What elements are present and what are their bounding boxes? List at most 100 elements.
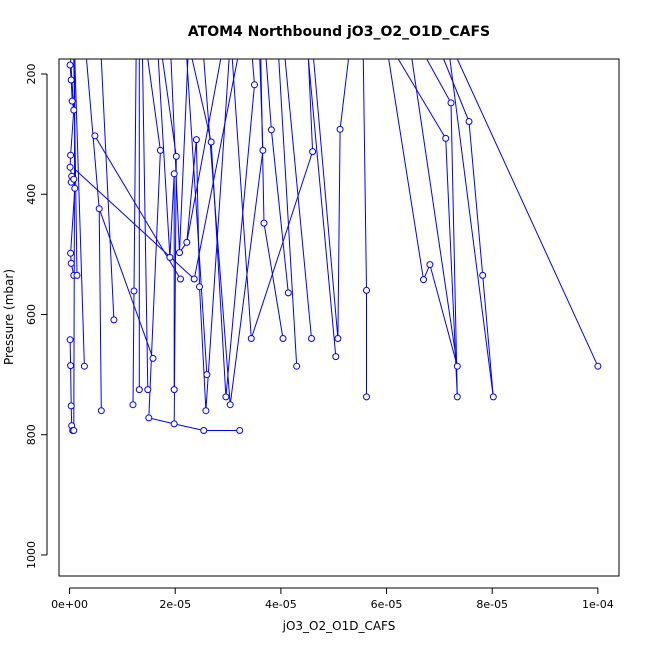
series-line bbox=[98, 208, 154, 359]
series-line bbox=[307, 59, 314, 152]
data-point bbox=[95, 205, 103, 213]
data-point bbox=[479, 271, 487, 279]
data-point bbox=[170, 420, 178, 428]
data-point bbox=[226, 401, 234, 409]
data-point bbox=[66, 163, 74, 171]
data-point bbox=[170, 170, 178, 178]
series-line bbox=[388, 59, 458, 367]
data-point bbox=[149, 354, 157, 362]
y-axis: 200 400 600 800 1000 bbox=[25, 64, 48, 569]
data-point bbox=[420, 276, 427, 284]
series-line bbox=[411, 59, 458, 367]
data-point bbox=[70, 427, 78, 434]
series-line bbox=[186, 59, 208, 375]
data-point bbox=[70, 175, 78, 183]
data-point bbox=[80, 362, 88, 370]
x-axis: 0e+00 2e-05 4e-05 6e-05 8e-05 1e-04 bbox=[51, 587, 614, 611]
data-point bbox=[70, 106, 78, 114]
data-point bbox=[279, 335, 287, 342]
data-point bbox=[172, 152, 180, 160]
y-tick-label: 400 bbox=[25, 184, 38, 205]
data-point bbox=[489, 393, 497, 401]
data-point bbox=[267, 126, 275, 134]
data-point bbox=[66, 61, 74, 69]
series-line bbox=[250, 151, 314, 339]
series-line bbox=[307, 59, 337, 357]
data-point bbox=[67, 259, 75, 267]
series-line bbox=[179, 59, 189, 253]
series-line bbox=[193, 59, 239, 280]
data-point bbox=[453, 362, 461, 370]
data-point bbox=[66, 336, 74, 344]
data-point bbox=[293, 362, 301, 370]
series-line bbox=[203, 59, 231, 405]
data-point bbox=[251, 81, 258, 89]
data-point bbox=[222, 393, 230, 401]
series-line bbox=[231, 59, 252, 339]
data-point bbox=[308, 335, 315, 342]
series-line bbox=[199, 286, 207, 411]
data-point bbox=[73, 271, 81, 279]
data-point bbox=[363, 393, 370, 401]
data-point bbox=[67, 249, 75, 257]
data-point bbox=[363, 286, 370, 294]
data-point bbox=[207, 138, 215, 146]
series-line bbox=[278, 59, 298, 367]
x-tick-label: 1e-04 bbox=[582, 598, 614, 611]
series-line bbox=[205, 59, 230, 411]
series-line bbox=[313, 59, 339, 339]
series-line bbox=[147, 59, 175, 425]
data-point bbox=[453, 393, 461, 401]
series-line bbox=[186, 59, 222, 243]
series-line bbox=[284, 59, 312, 339]
data-point bbox=[156, 146, 164, 154]
data-point bbox=[67, 402, 75, 410]
series-line bbox=[456, 59, 599, 367]
data-point bbox=[192, 136, 200, 144]
y-tick-label: 800 bbox=[25, 424, 38, 445]
data-point bbox=[97, 407, 105, 415]
data-point bbox=[130, 287, 138, 295]
data-point bbox=[259, 146, 267, 154]
data-point bbox=[334, 335, 342, 342]
data-point bbox=[332, 353, 340, 361]
series-line bbox=[73, 59, 76, 431]
plot-frame bbox=[58, 58, 620, 577]
data-point bbox=[442, 134, 450, 142]
y-tick-label: 1000 bbox=[25, 541, 38, 569]
y-tick-label: 600 bbox=[25, 304, 38, 325]
data-point bbox=[145, 414, 153, 422]
data-point bbox=[336, 125, 344, 133]
data-point bbox=[129, 401, 137, 409]
data-point bbox=[166, 253, 174, 261]
x-axis-label: jO3_O2_O1D_CAFS bbox=[282, 619, 396, 633]
data-point bbox=[236, 427, 244, 434]
data-point bbox=[203, 371, 211, 379]
chart-title: ATOM4 Northbound jO3_O2_O1D_CAFS bbox=[188, 24, 490, 40]
data-point bbox=[260, 219, 268, 227]
data-points bbox=[66, 61, 602, 434]
y-tick-label: 200 bbox=[25, 64, 38, 85]
x-tick-label: 8e-05 bbox=[476, 598, 508, 611]
data-point bbox=[91, 132, 99, 140]
series-line bbox=[443, 59, 494, 397]
x-tick-label: 6e-05 bbox=[371, 598, 403, 611]
data-point bbox=[144, 386, 152, 394]
data-point bbox=[594, 362, 602, 370]
x-tick-label: 2e-05 bbox=[159, 598, 191, 611]
data-point bbox=[202, 407, 210, 415]
series-line bbox=[142, 59, 149, 390]
series-line bbox=[157, 59, 175, 390]
data-point bbox=[200, 427, 208, 434]
data-point bbox=[177, 275, 184, 283]
series-line bbox=[449, 59, 494, 397]
data-point bbox=[71, 184, 79, 192]
data-point bbox=[447, 99, 455, 107]
series-line bbox=[94, 135, 181, 280]
data-point bbox=[135, 386, 143, 394]
data-point bbox=[426, 261, 434, 269]
data-point bbox=[170, 386, 178, 394]
